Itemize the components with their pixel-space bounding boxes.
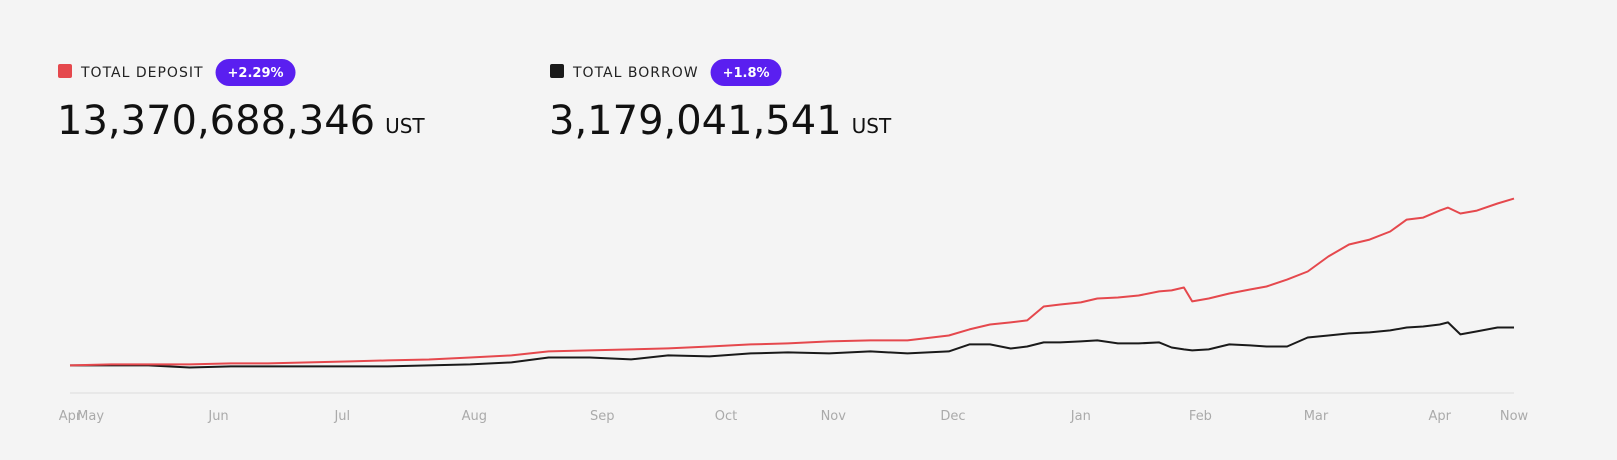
total-value: 3,179,041,541: [549, 98, 842, 144]
x-tick-label: Feb: [1189, 409, 1212, 424]
x-tick-label: Apr: [1428, 409, 1451, 424]
legend-label: TOTAL BORROW: [572, 65, 699, 81]
change-text: +2.29%: [228, 66, 284, 81]
x-tick-label: Dec: [940, 409, 965, 424]
total-unit: UST: [852, 114, 892, 138]
change-badge: +2.29%: [215, 59, 296, 86]
x-tick-label: Nov: [821, 409, 847, 424]
x-tick-label: May: [77, 409, 104, 424]
badge-bg: [710, 59, 782, 86]
x-tick-label: Mar: [1304, 409, 1329, 424]
x-tick-label: Jan: [1070, 409, 1091, 424]
x-tick-label: Oct: [715, 409, 737, 424]
x-tick-label: Sep: [590, 409, 615, 424]
x-tick-label: Jun: [207, 409, 228, 424]
x-tick-label: Jul: [333, 409, 350, 424]
x-tick-label: Now: [1500, 409, 1529, 424]
legend-swatch: [550, 64, 564, 78]
total-value: 13,370,688,346: [57, 98, 375, 144]
series-line: [69, 197, 1515, 367]
x-tick-label: Aug: [462, 409, 487, 424]
change-text: +1.8%: [723, 66, 770, 81]
legend-swatch: [58, 64, 72, 78]
badge-bg: [215, 59, 296, 86]
x-tick-label: Apr: [59, 409, 82, 424]
legend-label: TOTAL DEPOSIT: [80, 65, 204, 81]
change-badge: +1.8%: [710, 59, 782, 86]
series-line: [70, 321, 1514, 369]
total-unit: UST: [385, 114, 425, 138]
